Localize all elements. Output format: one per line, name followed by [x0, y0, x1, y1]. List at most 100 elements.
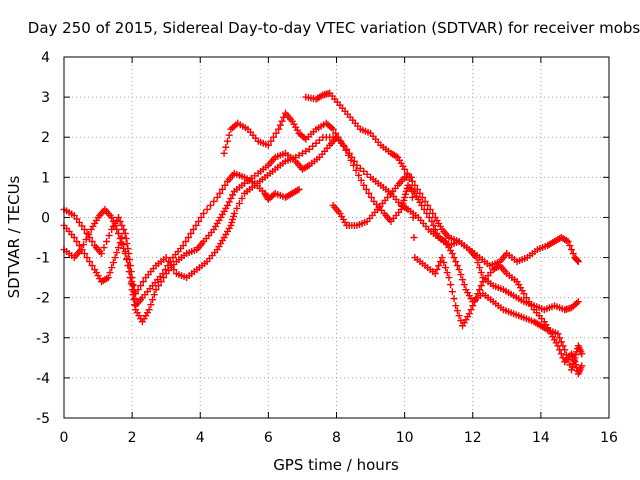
data-point: [115, 213, 122, 221]
data-point: [230, 209, 238, 217]
data-point: [453, 262, 461, 270]
y-tick-label: 1: [41, 170, 50, 186]
y-tick-label: 3: [41, 90, 50, 106]
x-tick-label: 16: [600, 430, 618, 446]
data-point: [460, 281, 468, 289]
data-point: [566, 242, 574, 250]
data-point: [452, 302, 460, 310]
data-point: [433, 266, 441, 274]
data-point: [365, 189, 373, 197]
grid-lines: [64, 57, 609, 418]
data-point: [108, 213, 116, 221]
y-tick-labels: -5 -4 -3 -2 -1 0 1 2 3 4: [36, 50, 50, 427]
data-point: [450, 254, 458, 262]
data-point: [578, 350, 586, 358]
data-point: [78, 222, 86, 230]
data-point: [477, 269, 485, 277]
data-point: [554, 330, 562, 338]
data-point: [413, 185, 421, 193]
data-point: [86, 258, 94, 266]
data-point: [75, 218, 83, 226]
data-point: [104, 274, 112, 282]
data-point: [568, 246, 576, 254]
data-point: [342, 146, 350, 154]
series-track-f: [329, 173, 586, 378]
data-point: [97, 250, 105, 258]
data-point: [160, 274, 168, 282]
data-point: [155, 282, 163, 290]
data-point: [88, 262, 96, 270]
data-point: [474, 259, 482, 267]
data-point: [557, 350, 565, 358]
data-point: [147, 301, 155, 309]
data-point: [275, 125, 283, 133]
data-point: [522, 294, 530, 302]
data-point: [88, 238, 96, 246]
data-point: [200, 209, 208, 217]
data-point: [210, 197, 218, 205]
data-point: [267, 137, 275, 145]
data-point: [216, 189, 224, 197]
data-point: [206, 201, 214, 209]
x-tick-label: 14: [532, 430, 550, 446]
data-point: [139, 278, 147, 286]
data-point: [403, 169, 411, 177]
data-point: [472, 294, 480, 302]
data-point: [182, 238, 190, 246]
data-point: [350, 161, 358, 169]
data-point: [157, 278, 165, 286]
data-point: [120, 245, 128, 253]
data-point: [222, 143, 230, 151]
data-point: [470, 298, 478, 306]
data-point: [108, 264, 116, 272]
data-point: [83, 254, 91, 262]
data-point: [445, 274, 453, 282]
data-point: [276, 121, 284, 129]
data-point: [435, 262, 443, 270]
data-point: [116, 235, 124, 243]
x-tick-label: 2: [128, 430, 137, 446]
data-point: [103, 238, 111, 246]
data-point: [125, 268, 133, 276]
data-point: [569, 250, 577, 258]
data-point: [77, 246, 85, 254]
data-point: [152, 286, 160, 294]
data-point: [420, 205, 428, 213]
data-point: [429, 209, 437, 217]
data-point: [438, 254, 446, 262]
data-point: [220, 149, 228, 157]
data-point: [105, 231, 113, 239]
data-point: [343, 145, 351, 153]
data-point: [82, 236, 90, 244]
data-point: [573, 257, 581, 265]
data-point: [474, 290, 482, 298]
data-point: [431, 225, 439, 233]
data-point: [80, 250, 88, 258]
data-point: [448, 288, 456, 296]
data-point: [476, 286, 484, 294]
data-points: [60, 89, 586, 378]
data-point: [121, 250, 129, 258]
data-point: [430, 221, 438, 229]
data-point: [419, 193, 427, 201]
data-point: [360, 181, 368, 189]
data-point: [339, 141, 347, 149]
data-point: [367, 193, 375, 201]
data-point: [197, 213, 205, 221]
data-point: [195, 217, 203, 225]
data-point: [425, 213, 433, 221]
axis-ticks: [63, 56, 610, 419]
data-point: [225, 198, 233, 206]
data-point: [455, 266, 463, 274]
data-point: [278, 117, 286, 125]
data-point: [184, 234, 192, 241]
data-point: [264, 141, 272, 149]
y-axis-label: SDTVAR / TECUs: [5, 175, 23, 298]
data-point: [477, 282, 485, 290]
data-point: [457, 271, 465, 279]
data-point: [131, 301, 139, 309]
data-point: [145, 306, 153, 314]
data-point: [295, 185, 303, 193]
data-point: [224, 137, 231, 145]
y-tick-label: 2: [41, 130, 50, 146]
